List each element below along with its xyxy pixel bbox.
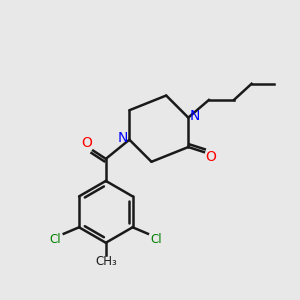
Text: CH₃: CH₃ [95,254,117,268]
Text: N: N [190,109,200,123]
Text: Cl: Cl [150,232,162,246]
Text: O: O [206,150,216,164]
Text: O: O [81,136,92,150]
Text: Cl: Cl [49,232,61,246]
Text: N: N [118,131,128,145]
